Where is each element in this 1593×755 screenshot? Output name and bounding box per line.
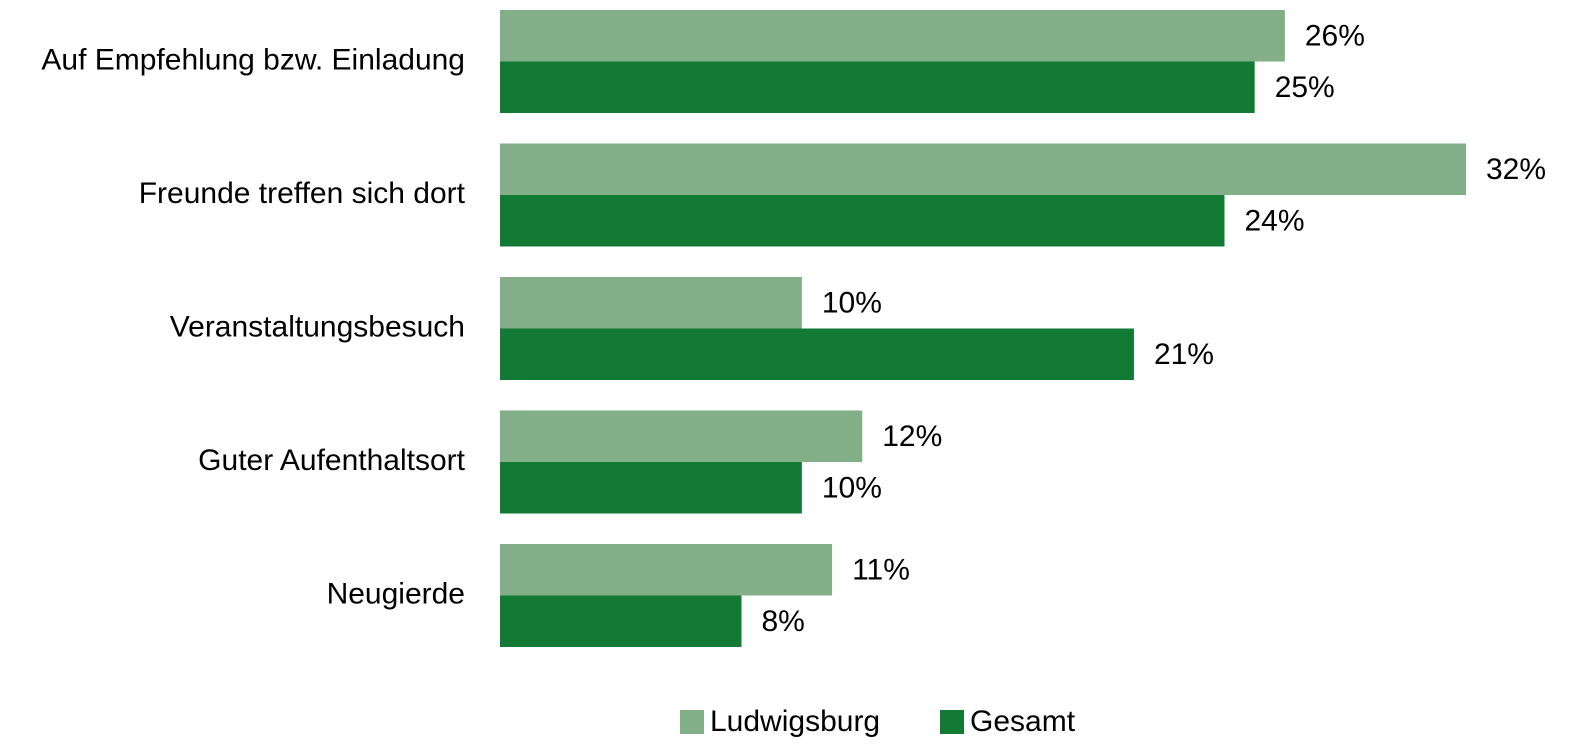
value-label: 21% bbox=[1154, 338, 1214, 371]
category-label: Guter Aufenthaltsort bbox=[198, 444, 465, 477]
category-label: Freunde treffen sich dort bbox=[139, 177, 466, 210]
value-label: 8% bbox=[762, 605, 805, 638]
value-label: 25% bbox=[1275, 71, 1335, 104]
legend-label: Gesamt bbox=[970, 705, 1076, 738]
value-label: 32% bbox=[1486, 153, 1546, 186]
value-label: 12% bbox=[882, 420, 942, 453]
bar bbox=[500, 595, 742, 647]
bar bbox=[500, 195, 1225, 247]
bar bbox=[500, 277, 802, 329]
bar bbox=[500, 10, 1285, 62]
bar bbox=[500, 544, 833, 596]
value-label: 26% bbox=[1305, 20, 1365, 53]
value-label: 24% bbox=[1245, 205, 1305, 238]
bar bbox=[500, 61, 1255, 113]
category-label: Veranstaltungsbesuch bbox=[170, 310, 465, 343]
bar bbox=[500, 410, 863, 462]
bar bbox=[500, 328, 1134, 380]
legend-swatch bbox=[940, 710, 964, 734]
bar bbox=[500, 143, 1466, 195]
bar bbox=[500, 462, 802, 514]
category-label: Neugierde bbox=[327, 577, 465, 610]
legend-label: Ludwigsburg bbox=[710, 705, 880, 738]
legend-swatch bbox=[680, 710, 704, 734]
value-label: 10% bbox=[822, 472, 882, 505]
value-label: 10% bbox=[822, 287, 882, 320]
category-label: Auf Empfehlung bzw. Einladung bbox=[41, 43, 465, 76]
value-label: 11% bbox=[852, 554, 910, 587]
